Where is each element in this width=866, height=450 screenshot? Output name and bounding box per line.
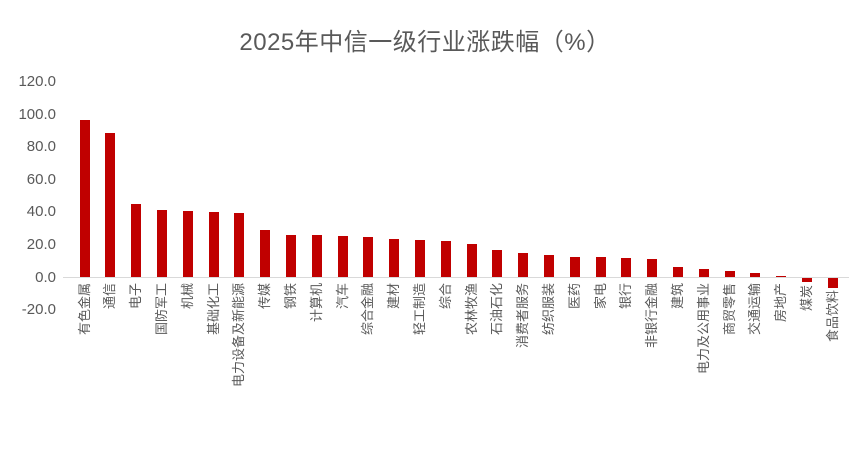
chart-bar [79, 119, 90, 278]
x-axis-category-label: 交通运输 [747, 283, 763, 336]
x-axis-category-label: 综合 [437, 283, 453, 310]
x-axis-category-label: 煤炭 [798, 284, 814, 311]
x-axis-category-label: 建材 [386, 283, 402, 310]
x-axis-category-label: 非银行金融 [644, 283, 660, 349]
chart-bar [363, 237, 374, 278]
chart-bar [156, 209, 167, 278]
chart-bar [543, 255, 554, 278]
x-axis-category-label: 机械 [179, 283, 195, 310]
x-axis-category-label: 电力及公用事业 [695, 283, 711, 375]
chart-bar [337, 235, 348, 278]
chart-bar [311, 234, 322, 278]
chart-bar [621, 258, 632, 278]
chart-bar [105, 133, 116, 278]
chart-bar [414, 240, 425, 278]
x-axis-line [63, 277, 849, 278]
x-axis-category-label: 计算机 [308, 283, 324, 323]
x-axis-category-label: 商贸零售 [721, 283, 737, 336]
x-axis-category-label: 农林牧渔 [463, 283, 479, 336]
chart-bar [698, 269, 709, 278]
chart-bar [750, 273, 761, 278]
chart-bar [182, 210, 193, 278]
y-axis-tick-label: 100.0 [18, 105, 56, 123]
x-axis-category-label: 医药 [566, 283, 582, 310]
chart-bar [285, 234, 296, 278]
chart-bar [776, 275, 787, 278]
y-axis-tick-label: 80.0 [26, 138, 56, 156]
chart-bar [595, 257, 606, 278]
chart-bar [260, 229, 271, 278]
chart-bar [827, 277, 838, 288]
x-axis-category-label: 国防军工 [153, 283, 169, 336]
chart-bar [647, 259, 658, 278]
chart-bar [518, 253, 529, 278]
x-axis-category-label: 消费者服务 [515, 283, 531, 349]
chart-bar [466, 243, 477, 278]
x-axis-category-label: 传媒 [257, 283, 273, 310]
chart-bar [440, 241, 451, 278]
x-axis-category-label: 综合金融 [360, 283, 376, 336]
y-axis-tick-label: 20.0 [26, 235, 56, 253]
x-axis-category-label: 汽车 [334, 283, 350, 310]
chart-bar [801, 277, 812, 283]
y-axis-tick-label: 40.0 [26, 203, 56, 221]
chart-bar [389, 238, 400, 278]
x-axis-category-label: 银行 [618, 283, 634, 310]
x-axis-category-label: 电子 [128, 283, 144, 310]
x-axis-category-label: 钢铁 [282, 283, 298, 310]
x-axis-category-label: 轻工制造 [411, 283, 427, 336]
x-axis-category-label: 石油石化 [489, 283, 505, 336]
y-axis-tick-label: 0.0 [35, 268, 56, 286]
y-axis-tick-label: -20.0 [21, 301, 56, 319]
x-axis-category-label: 通信 [102, 283, 118, 310]
chart-bar [492, 250, 503, 278]
chart-bar [569, 256, 580, 278]
x-axis-category-label: 纺织服装 [540, 283, 556, 336]
chart-bar [131, 204, 142, 278]
y-axis-tick-label: 60.0 [26, 170, 56, 188]
x-axis-category-label: 食品饮料 [824, 290, 840, 343]
x-axis-category-label: 房地产 [773, 283, 789, 323]
x-axis-category-label: 建筑 [669, 283, 685, 310]
chart-bar [672, 266, 683, 278]
chart-bar [208, 212, 219, 278]
x-axis-category-label: 有色金属 [76, 283, 92, 336]
x-axis-category-label: 基础化工 [205, 283, 221, 336]
y-axis-tick-label: 120.0 [18, 73, 56, 91]
chart-bar [724, 270, 735, 278]
x-axis-category-label: 家电 [592, 283, 608, 310]
x-axis-category-label: 电力设备及新能源 [231, 283, 247, 388]
chart-bar [234, 213, 245, 278]
chart-title: 2025年中信一级行业涨跌幅（%） [239, 29, 611, 56]
